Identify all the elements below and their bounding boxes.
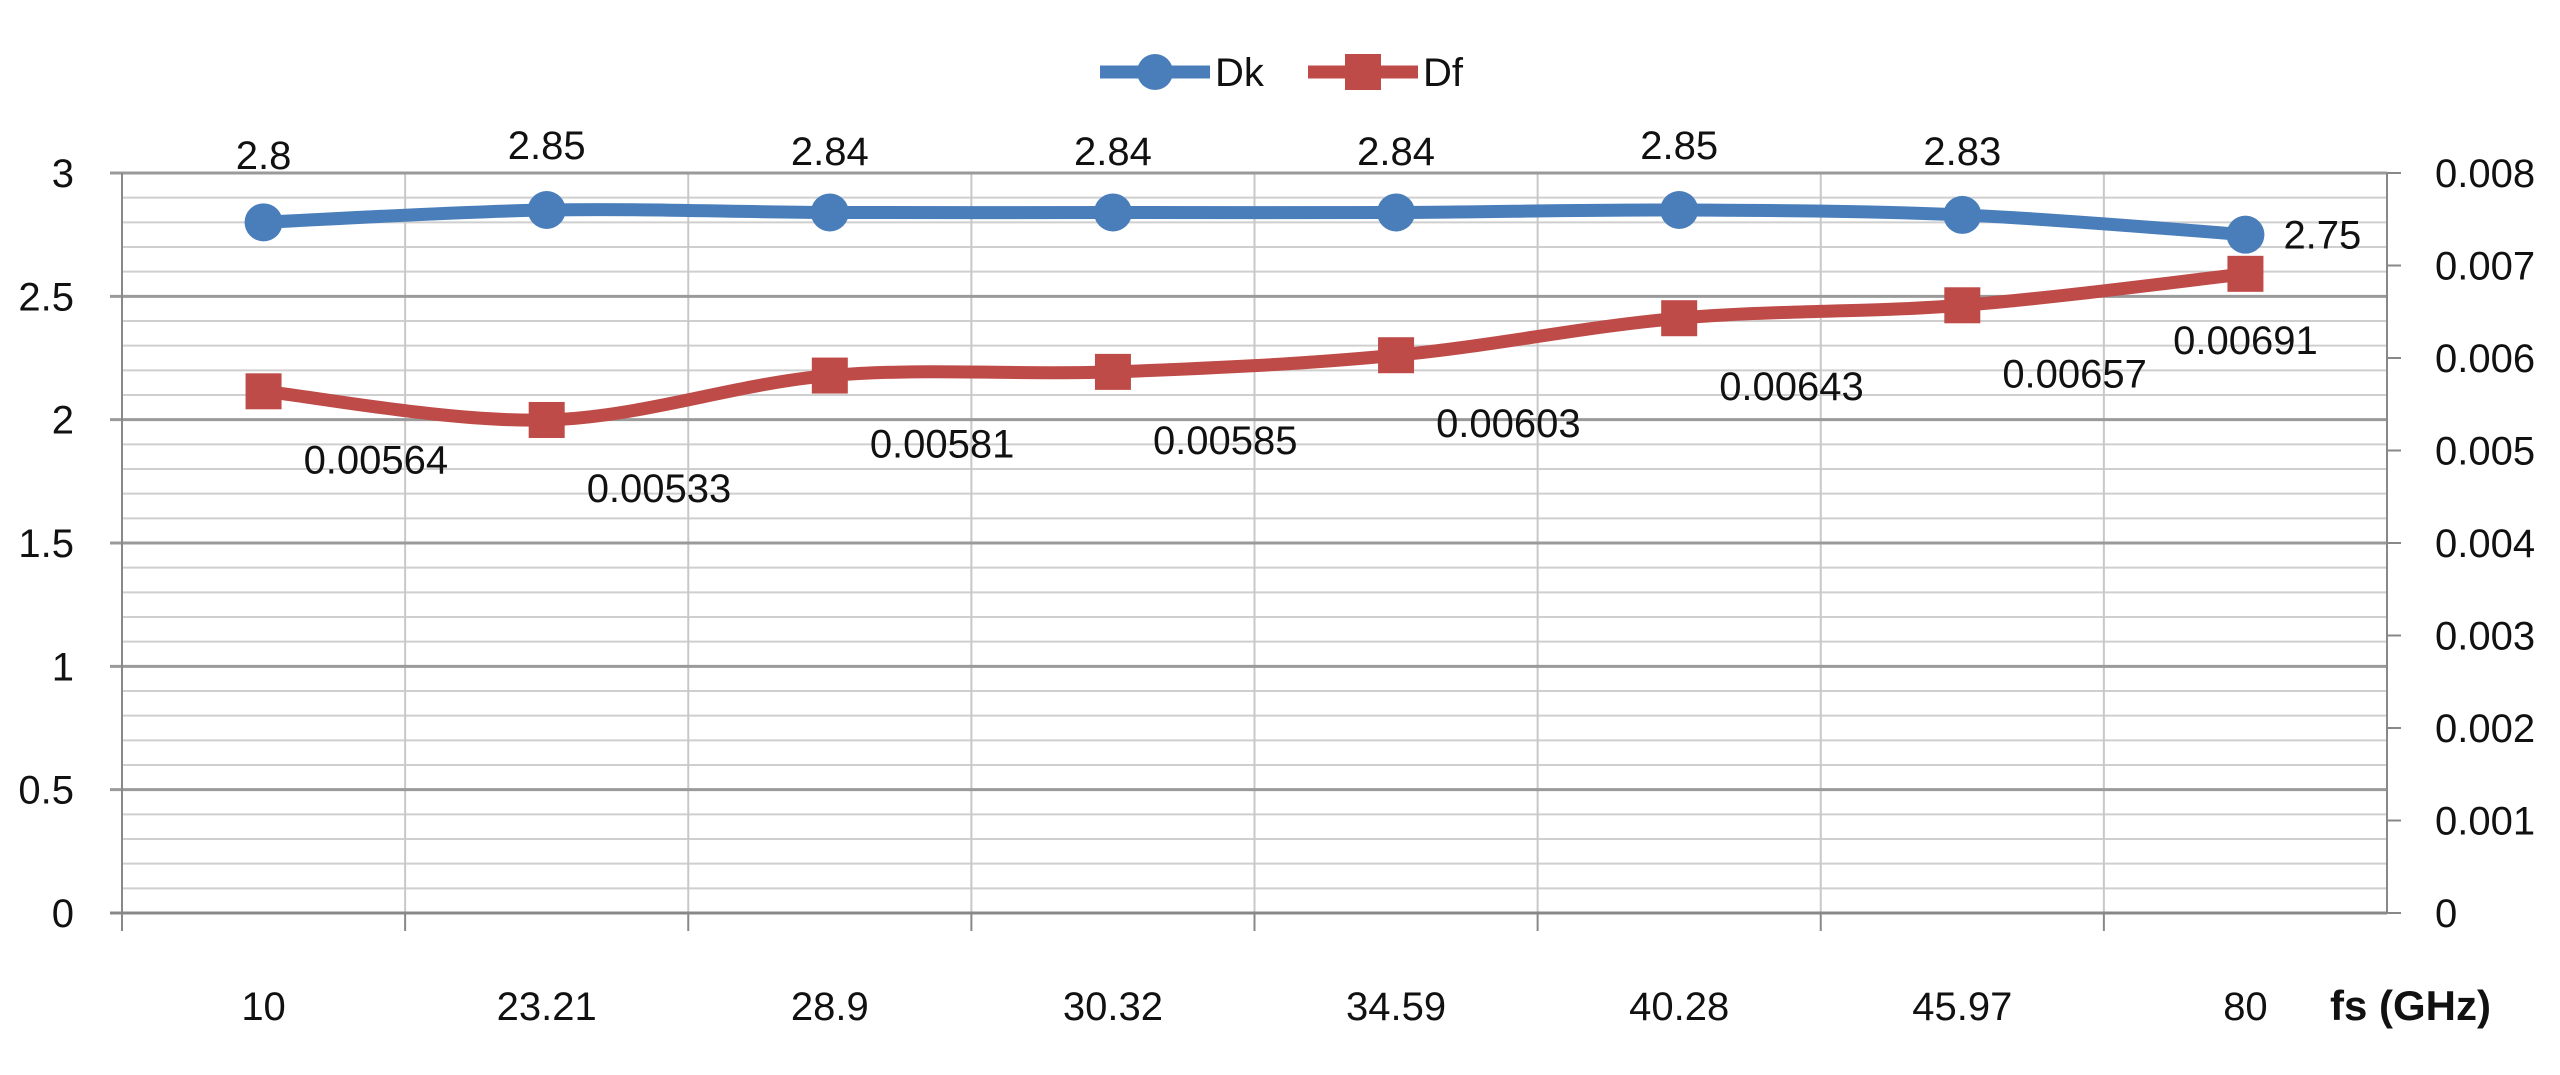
y-right-tick-label: 0: [2435, 892, 2457, 936]
df-data-label: 0.00585: [1153, 419, 1298, 463]
df-legend-marker: [1345, 54, 1381, 90]
y-right-tick-label: 0.004: [2435, 522, 2535, 566]
axes: 0 0.5 1 1.5 2 2.5 3 0 0.001 0.002 0.003 0.004 0.005 0…: [18, 152, 2535, 1029]
y-right-tick-label: 0.001: [2435, 800, 2535, 844]
x-tick-label: 28.9: [791, 985, 869, 1029]
dk-legend-marker: [1137, 54, 1173, 90]
df-data-label: 0.00657: [2002, 352, 2147, 396]
x-tick-label: 23.21: [497, 985, 597, 1029]
y-left-tick-label: 1.5: [18, 522, 74, 566]
y-left-tick-label: 0: [52, 892, 74, 936]
x-tick-label: 80: [2223, 985, 2268, 1029]
df-legend-label: Df: [1423, 51, 1464, 95]
dk-data-label: 2.8: [236, 134, 292, 178]
y-right-tick-label: 0.008: [2435, 152, 2535, 196]
dk-data-label: 2.85: [1640, 124, 1718, 168]
df-data-label: 0.00564: [304, 438, 449, 482]
dk-data-label: 2.84: [791, 130, 869, 174]
dk-legend-label: Dk: [1215, 51, 1265, 95]
df-data-label: 0.00643: [1719, 365, 1864, 409]
dk-point: [2226, 215, 2265, 254]
dk-data-label: 2.83: [1923, 130, 2001, 174]
x-tick-label: 30.32: [1063, 985, 1163, 1029]
x-axis-title: fs (GHz): [2330, 982, 2491, 1029]
data-labels: 2.8 2.85 2.84 2.84 2.84 2.85 2.83 2.75 0.00564 0.…: [236, 124, 2362, 511]
x-tick-label: 10: [241, 985, 286, 1029]
x-tick-label: 34.59: [1346, 985, 1446, 1029]
df-data-label: 0.00691: [2173, 319, 2318, 363]
x-tick-label: 45.97: [1912, 985, 2012, 1029]
dk-point: [1943, 195, 1982, 234]
dk-line: [257, 203, 2252, 242]
y-right-tick-label: 0.007: [2435, 245, 2535, 289]
dk-data-label: 2.75: [2283, 214, 2361, 258]
dk-data-label: 2.84: [1357, 130, 1435, 174]
legend: Dk Df: [1100, 51, 1464, 95]
y-left-tick-label: 3: [52, 152, 74, 196]
dk-point: [527, 191, 566, 229]
x-tick-label: 40.28: [1629, 985, 1729, 1029]
series: [244, 191, 2265, 438]
y-left-tick-label: 2: [52, 399, 74, 443]
dk-point: [244, 203, 283, 242]
df-line: [257, 267, 2252, 427]
df-point: [1661, 300, 1698, 337]
df-point: [1378, 337, 1415, 374]
df-point: [528, 401, 565, 438]
dk-data-label: 2.84: [1074, 130, 1152, 174]
dk-point: [810, 193, 849, 232]
df-point: [2227, 255, 2264, 292]
df-point: [245, 373, 282, 410]
y-left-tick-label: 0.5: [18, 769, 74, 813]
df-data-label: 0.00581: [870, 423, 1015, 467]
y-right-tick-label: 0.003: [2435, 615, 2535, 659]
y-right-tick-label: 0.006: [2435, 337, 2535, 381]
dk-point: [1093, 193, 1132, 232]
dk-data-label: 2.85: [508, 124, 586, 168]
y-left-tick-label: 2.5: [18, 275, 74, 319]
y-right-tick-label: 0.005: [2435, 430, 2535, 474]
dk-point: [1660, 191, 1699, 229]
dk-point: [1377, 193, 1416, 232]
df-data-label: 0.00533: [587, 467, 732, 511]
y-left-tick-label: 1: [52, 645, 74, 689]
df-data-label: 0.00603: [1436, 402, 1581, 446]
y-right-tick-label: 0.002: [2435, 707, 2535, 751]
df-point: [811, 357, 848, 394]
df-point: [1094, 353, 1131, 390]
df-point: [1944, 287, 1981, 324]
grid: [110, 171, 2387, 915]
